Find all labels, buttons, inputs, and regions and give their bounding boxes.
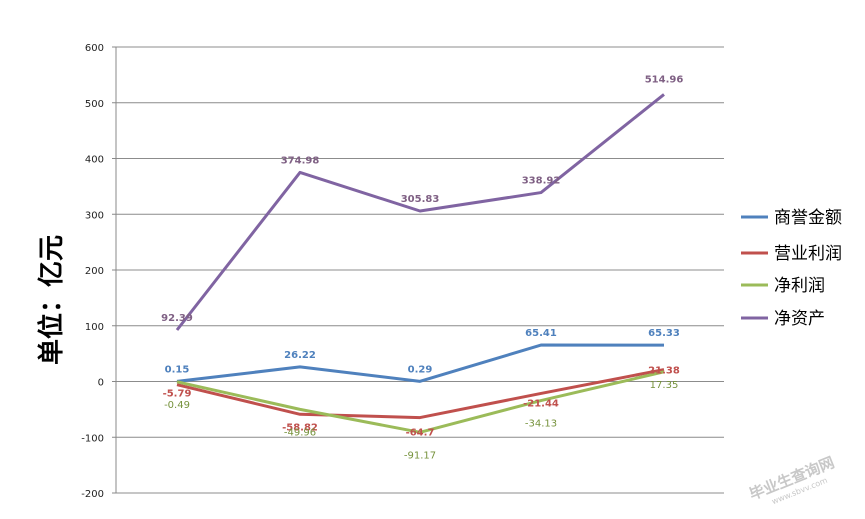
series-line-1 xyxy=(176,368,665,420)
data-label: 0.29 xyxy=(408,364,433,375)
y-tick-label: 500 xyxy=(85,99,104,110)
data-label: -91.17 xyxy=(404,450,436,461)
series-lines xyxy=(175,93,665,434)
data-label: 92.39 xyxy=(161,313,193,324)
data-label: 65.41 xyxy=(525,328,557,339)
data-label: -58.82 xyxy=(282,422,318,433)
y-tick-label: 400 xyxy=(85,155,104,166)
data-label: 305.83 xyxy=(401,194,440,205)
y-tick-label: 300 xyxy=(85,210,104,221)
data-label: -64.7 xyxy=(406,428,435,439)
y-axis-title: 单位：亿元 xyxy=(36,235,67,365)
data-label: 514.96 xyxy=(645,74,684,85)
y-tick-label: -200 xyxy=(81,489,104,500)
data-label: 338.92 xyxy=(522,176,561,187)
y-tick-label: 600 xyxy=(85,43,104,54)
data-label: -34.13 xyxy=(525,419,557,430)
legend-label: 净利润 xyxy=(774,276,825,296)
y-tick-label: -100 xyxy=(81,433,104,444)
y-tick-label: 100 xyxy=(85,322,104,333)
series-line-2 xyxy=(176,370,665,434)
y-tick-label: 200 xyxy=(85,266,104,277)
series-line-0 xyxy=(176,343,665,383)
data-label: -5.79 xyxy=(163,389,192,400)
legend-label: 商誉金额 xyxy=(774,208,842,228)
data-label: -21.44 xyxy=(523,398,559,409)
data-label: 21.38 xyxy=(648,366,680,377)
y-axis-ticks: 600 500 400 300 200 100 0 -100 -200 xyxy=(81,43,116,500)
data-label: -0.49 xyxy=(164,400,190,411)
series-line-3 xyxy=(175,93,665,331)
data-labels: 0.15 26.22 0.29 65.41 65.33 -5.79 -58.82 -64.7 -… xyxy=(161,74,683,461)
legend-label: 净资产 xyxy=(774,309,825,329)
grid-lines xyxy=(116,46,724,494)
legend-label: 营业利润 xyxy=(774,244,842,264)
data-label: 26.22 xyxy=(284,350,316,361)
watermark: 毕业生查询网 www.sbvv.com xyxy=(747,453,837,506)
data-label: 374.98 xyxy=(281,155,320,166)
data-label: 0.15 xyxy=(165,364,190,375)
data-label: -49.96 xyxy=(284,427,316,438)
data-label: 65.33 xyxy=(648,328,680,339)
data-label: 17.35 xyxy=(650,380,679,391)
y-tick-label: 0 xyxy=(98,378,104,389)
